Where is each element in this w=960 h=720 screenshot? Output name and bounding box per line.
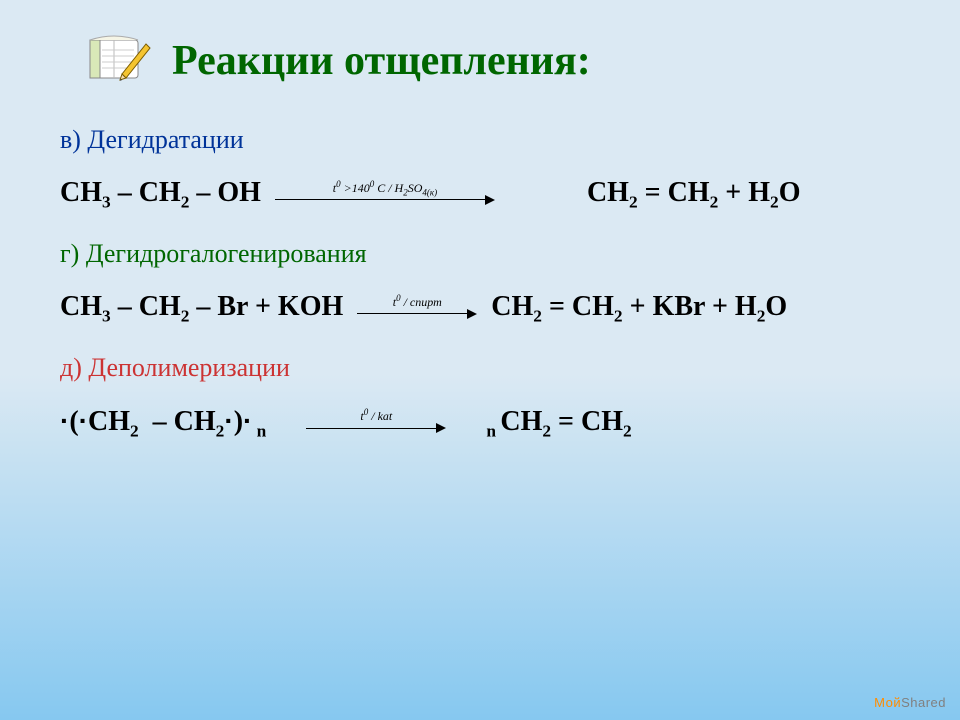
equation-dehydration: CH3 – CH2 – OH t0 >1400 C / H2SO4(к) CH2…: [60, 177, 900, 209]
eq3-lhs: ·(·CH2 – CH2·)· n: [60, 405, 266, 438]
slide: Реакции отщепления: в) Дегидратации CH3 …: [0, 0, 960, 720]
notebook-pencil-icon: [84, 30, 154, 91]
reaction-arrow-icon: t0 / спирт: [357, 296, 477, 319]
equation-depolymerization: ·(·CH2 – CH2·)· n t0 / kat n CH2 = CH2: [60, 405, 900, 438]
watermark-part1: Мой: [874, 695, 901, 710]
watermark: МойShared: [874, 695, 946, 710]
reaction-arrow-icon: t0 >1400 C / H2SO4(к): [275, 182, 495, 205]
eq1-lhs: CH3 – CH2 – OH: [60, 177, 261, 209]
eq1-rhs: CH2 = CH2 + H2O: [587, 177, 801, 209]
section-label-depolymerization: д) Деполимеризации: [60, 353, 900, 383]
watermark-part2: Shared: [901, 695, 946, 710]
page-title: Реакции отщепления:: [172, 37, 591, 85]
section-label-dehydration: в) Дегидратации: [60, 125, 900, 155]
eq1-condition: t0 >1400 C / H2SO4(к): [333, 182, 437, 194]
title-row: Реакции отщепления:: [84, 30, 900, 91]
eq2-lhs: CH3 – CH2 – Br + KOH: [60, 291, 343, 323]
reaction-arrow-icon: t0 / kat: [306, 410, 446, 433]
eq2-condition: t0 / спирт: [393, 296, 442, 308]
section-label-dehydrohalogenation: г) Дегидрогалогенирования: [60, 239, 900, 269]
equation-dehydrohalogenation: CH3 – CH2 – Br + KOH t0 / спирт CH2 = CH…: [60, 291, 900, 323]
eq3-condition: t0 / kat: [360, 410, 392, 422]
eq2-rhs: CH2 = CH2 + KBr + H2O: [491, 291, 787, 323]
eq3-rhs: n CH2 = CH2: [486, 406, 631, 438]
